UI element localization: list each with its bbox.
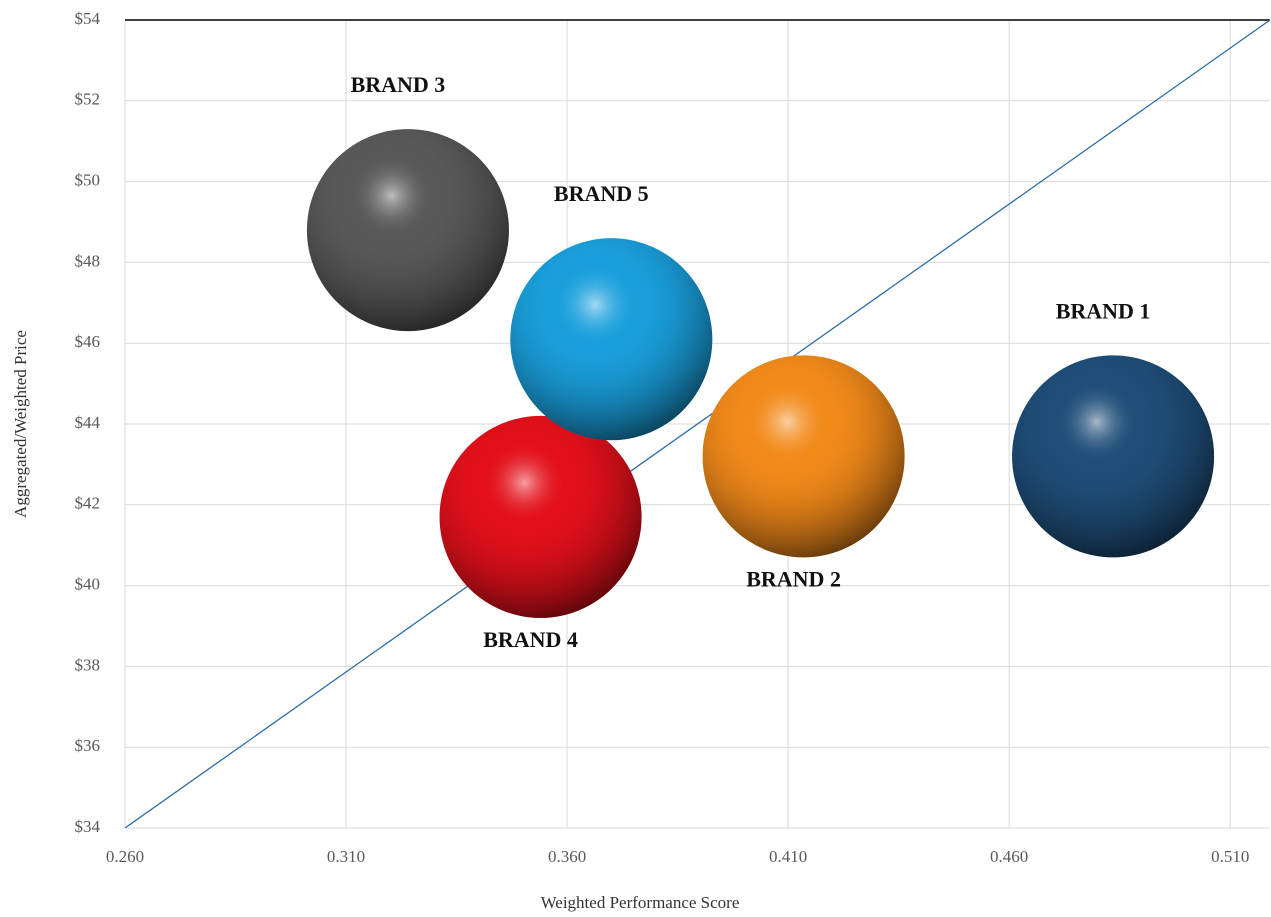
y-tick-label: $48 [75,251,101,270]
y-tick-label: $36 [75,736,101,755]
y-tick-label: $44 [75,413,101,432]
y-tick-label: $38 [75,655,101,674]
bubble-shade [306,129,509,332]
x-tick-label: 0.310 [327,847,365,866]
bubble-shade [702,355,905,558]
y-tick-label: $42 [75,494,101,513]
bubble-label: BRAND 3 [351,72,446,97]
bubble-label: BRAND 2 [746,566,841,591]
bubble-shade [1012,355,1215,558]
y-tick-label: $50 [75,171,101,190]
y-tick-label: $52 [75,90,101,109]
y-axis-title: Aggregated/Weighted Price [11,330,30,518]
bubble-label: BRAND 1 [1056,298,1151,323]
x-tick-label: 0.460 [990,847,1028,866]
x-tick-label: 0.510 [1211,847,1249,866]
trendline [124,19,1271,829]
bubble-label: BRAND 4 [483,627,578,652]
y-tick-label: $34 [75,817,101,836]
y-tick-label: $46 [75,332,101,351]
x-tick-label: 0.410 [769,847,807,866]
bubble-shade [439,415,642,618]
y-tick-label: $54 [75,9,101,28]
x-axis-title: Weighted Performance Score [541,893,740,912]
bubble-shade [510,238,713,441]
x-tick-label: 0.260 [106,847,144,866]
y-tick-label: $40 [75,575,101,594]
bubble-label: BRAND 5 [554,181,649,206]
x-tick-label: 0.360 [548,847,586,866]
